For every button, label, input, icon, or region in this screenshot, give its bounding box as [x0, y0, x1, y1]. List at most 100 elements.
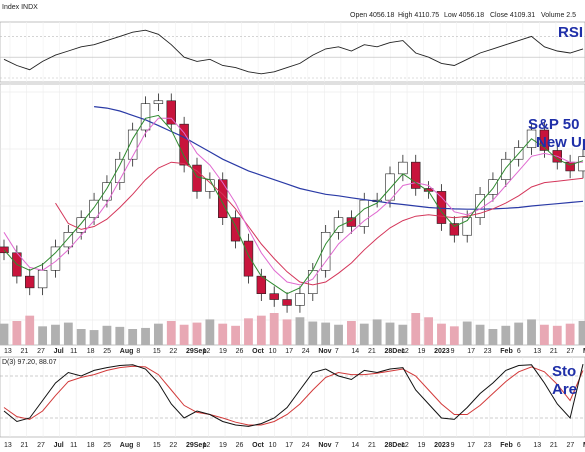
down-candle [269, 293, 279, 300]
volume-bar [218, 323, 228, 345]
high-value: High 4110.75 [398, 12, 439, 19]
down-candle [539, 129, 550, 151]
up-candle [359, 199, 369, 227]
x-tick-label-lower: 17 [285, 442, 293, 449]
volume-bar [449, 326, 459, 345]
x-tick-label: Aug [120, 348, 134, 355]
x-tick-label-lower: 7 [335, 442, 339, 449]
up-candle [50, 246, 61, 271]
volume-bar [282, 319, 292, 345]
x-tick-label: 12 [401, 348, 409, 355]
x-tick-label-lower: 27 [37, 442, 45, 449]
volume-value: Volume 2.5 [541, 12, 576, 19]
x-tick-label: 9 [451, 348, 455, 355]
volume-bar [514, 322, 524, 345]
x-tick-label-lower: 19 [418, 442, 426, 449]
x-tick-label: 7 [335, 348, 339, 355]
x-tick-label-lower: 9 [451, 442, 455, 449]
stoch-legend: D(3) 97.20, 88.07 [2, 359, 57, 366]
volume-bar [0, 323, 9, 345]
x-tick-label-lower: 14 [351, 442, 359, 449]
up-candle [37, 270, 48, 289]
close-value: Close 4109.31 [490, 12, 535, 19]
x-tick-label-lower: 15 [153, 442, 161, 449]
volume-bar [385, 322, 395, 345]
open-value: Open 4056.18 [350, 12, 394, 19]
volume-bar [102, 325, 112, 345]
volume-bar [501, 325, 511, 345]
x-tick-label-lower: 23 [484, 442, 492, 449]
x-tick-label-lower: 22 [169, 442, 177, 449]
x-tick-label-lower: 10 [269, 442, 277, 449]
x-tick-label: 19 [219, 348, 227, 355]
x-tick-label-lower: 25 [103, 442, 111, 449]
up-candle [140, 103, 151, 131]
volume-bar [244, 318, 253, 345]
volume-bar [346, 321, 356, 345]
x-tick-label: 10 [269, 348, 277, 355]
x-tick-label: 28Dec [384, 348, 405, 355]
up-candle [488, 179, 498, 195]
x-tick-label: 24 [302, 348, 310, 355]
volume-bar [398, 324, 408, 345]
volume-bar [51, 324, 60, 345]
stoch-k-line [3, 363, 584, 427]
volume-bar [411, 313, 421, 345]
x-tick-label-lower: Oct [252, 442, 264, 449]
stoch-d-line [3, 365, 584, 426]
volume-bar [475, 324, 485, 345]
volume-bar [269, 313, 279, 345]
up-candle [76, 217, 86, 233]
down-candle [411, 161, 421, 189]
x-tick-label-lower: Feb [500, 442, 512, 449]
x-tick-label-lower: 27 [566, 442, 574, 449]
x-tick-label: 15 [153, 348, 161, 355]
x-tick-label-lower: 17 [467, 442, 475, 449]
x-tick-label-lower: 11 [70, 442, 77, 449]
volume-bar [308, 321, 318, 345]
x-tick-label-lower: 26 [236, 442, 244, 449]
x-tick-label: 11 [70, 348, 77, 355]
x-tick-label-lower: 29Sep [186, 442, 207, 449]
down-candle [282, 299, 292, 306]
x-tick-label-lower: Nov [318, 442, 331, 449]
down-candle [218, 179, 228, 218]
rsi-annotation: RSI [558, 24, 583, 41]
up-candle [102, 182, 112, 201]
x-tick-label: 13 [4, 348, 12, 355]
main-annotation-line2: New Up [536, 134, 585, 151]
x-tick-label: 6 [517, 348, 521, 355]
up-candle [462, 217, 472, 236]
volume-bar [179, 324, 189, 345]
volume-bar [578, 321, 585, 345]
x-tick-label: 19 [418, 348, 426, 355]
pink-average-line [3, 117, 583, 286]
x-tick-label: Jul [54, 348, 64, 355]
down-candle [166, 100, 176, 125]
volume-bar [205, 319, 215, 345]
x-tick-label: 17 [467, 348, 475, 355]
volume-bar [192, 322, 202, 345]
x-tick-label-lower: 12 [203, 442, 211, 449]
x-tick-label: 27 [37, 348, 45, 355]
x-tick-label-lower: 24 [302, 442, 310, 449]
x-tick-label: 23 [484, 348, 492, 355]
x-tick-label: 25 [103, 348, 111, 355]
volume-bar [462, 321, 472, 345]
x-tick-label: 14 [351, 348, 359, 355]
volume-bar [141, 327, 150, 345]
rsi-line [3, 29, 584, 75]
x-tick-label-lower: 18 [87, 442, 95, 449]
x-tick-label: 26 [236, 348, 244, 355]
volume-bar [38, 326, 48, 345]
volume-bar [321, 322, 331, 345]
up-candle [153, 100, 164, 104]
up-candle [63, 232, 74, 248]
volume-bar [153, 323, 163, 345]
volume-bar [89, 330, 99, 345]
x-tick-label: 22 [169, 348, 177, 355]
x-tick-label: 8 [136, 348, 140, 355]
volume-bar [372, 319, 382, 345]
x-tick-label-lower: 21 [21, 442, 29, 449]
stoch-annotation-line2: Are [552, 381, 577, 398]
